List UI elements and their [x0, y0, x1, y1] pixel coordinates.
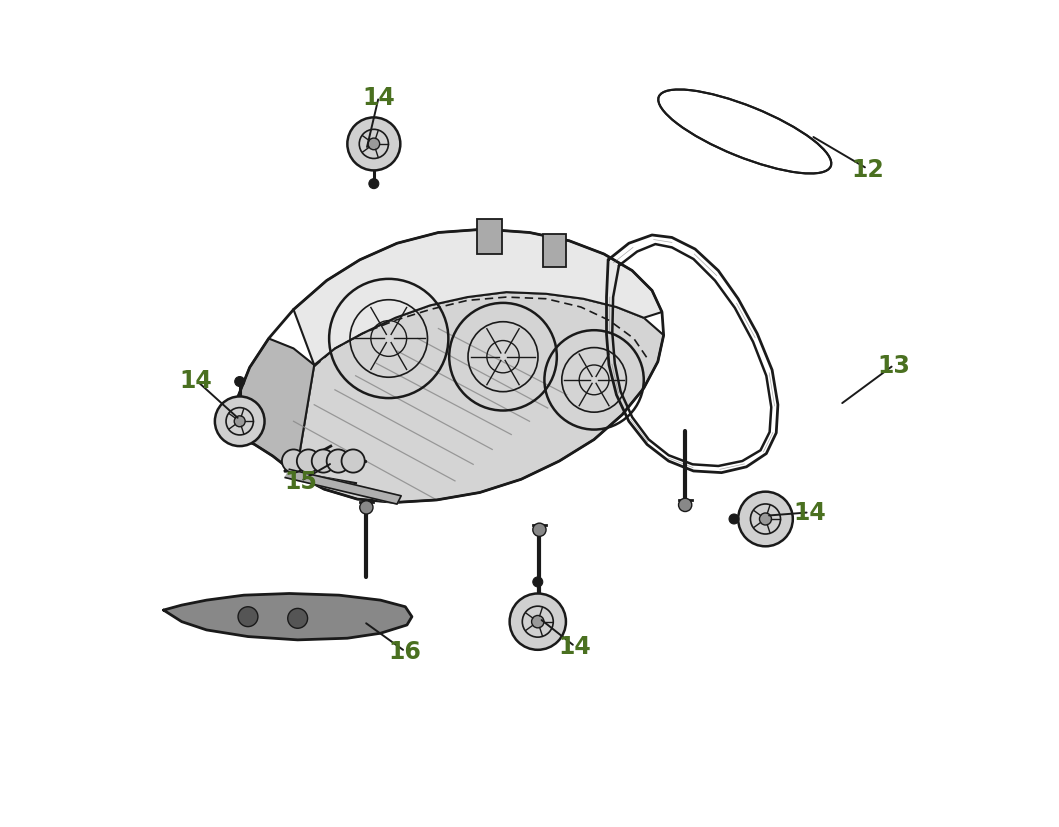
Text: 13: 13 — [878, 354, 911, 377]
Circle shape — [533, 577, 543, 587]
Text: 12: 12 — [851, 158, 883, 181]
Circle shape — [532, 616, 544, 628]
Circle shape — [509, 594, 566, 650]
Text: 14: 14 — [559, 635, 591, 658]
Polygon shape — [297, 293, 664, 503]
Text: 14: 14 — [179, 369, 212, 392]
Circle shape — [759, 514, 772, 525]
Circle shape — [288, 609, 307, 629]
Text: 14: 14 — [362, 86, 395, 109]
Circle shape — [738, 492, 793, 547]
Circle shape — [369, 139, 380, 151]
Polygon shape — [285, 470, 401, 504]
Circle shape — [347, 118, 400, 171]
Polygon shape — [293, 230, 662, 366]
Bar — [478, 220, 502, 255]
Circle shape — [360, 501, 373, 514]
Circle shape — [311, 450, 335, 473]
Circle shape — [369, 179, 379, 189]
Circle shape — [238, 607, 258, 627]
Circle shape — [342, 450, 364, 473]
Circle shape — [215, 397, 265, 447]
Circle shape — [282, 450, 305, 473]
Text: 14: 14 — [793, 501, 826, 524]
Circle shape — [235, 377, 245, 387]
Circle shape — [729, 514, 739, 524]
Text: 15: 15 — [285, 470, 318, 493]
Circle shape — [234, 416, 246, 428]
Bar — [543, 235, 566, 268]
Polygon shape — [232, 339, 315, 475]
Circle shape — [326, 450, 349, 473]
Polygon shape — [163, 594, 412, 640]
Circle shape — [533, 523, 546, 537]
Circle shape — [297, 450, 320, 473]
Text: 16: 16 — [389, 640, 421, 663]
Circle shape — [679, 499, 692, 512]
